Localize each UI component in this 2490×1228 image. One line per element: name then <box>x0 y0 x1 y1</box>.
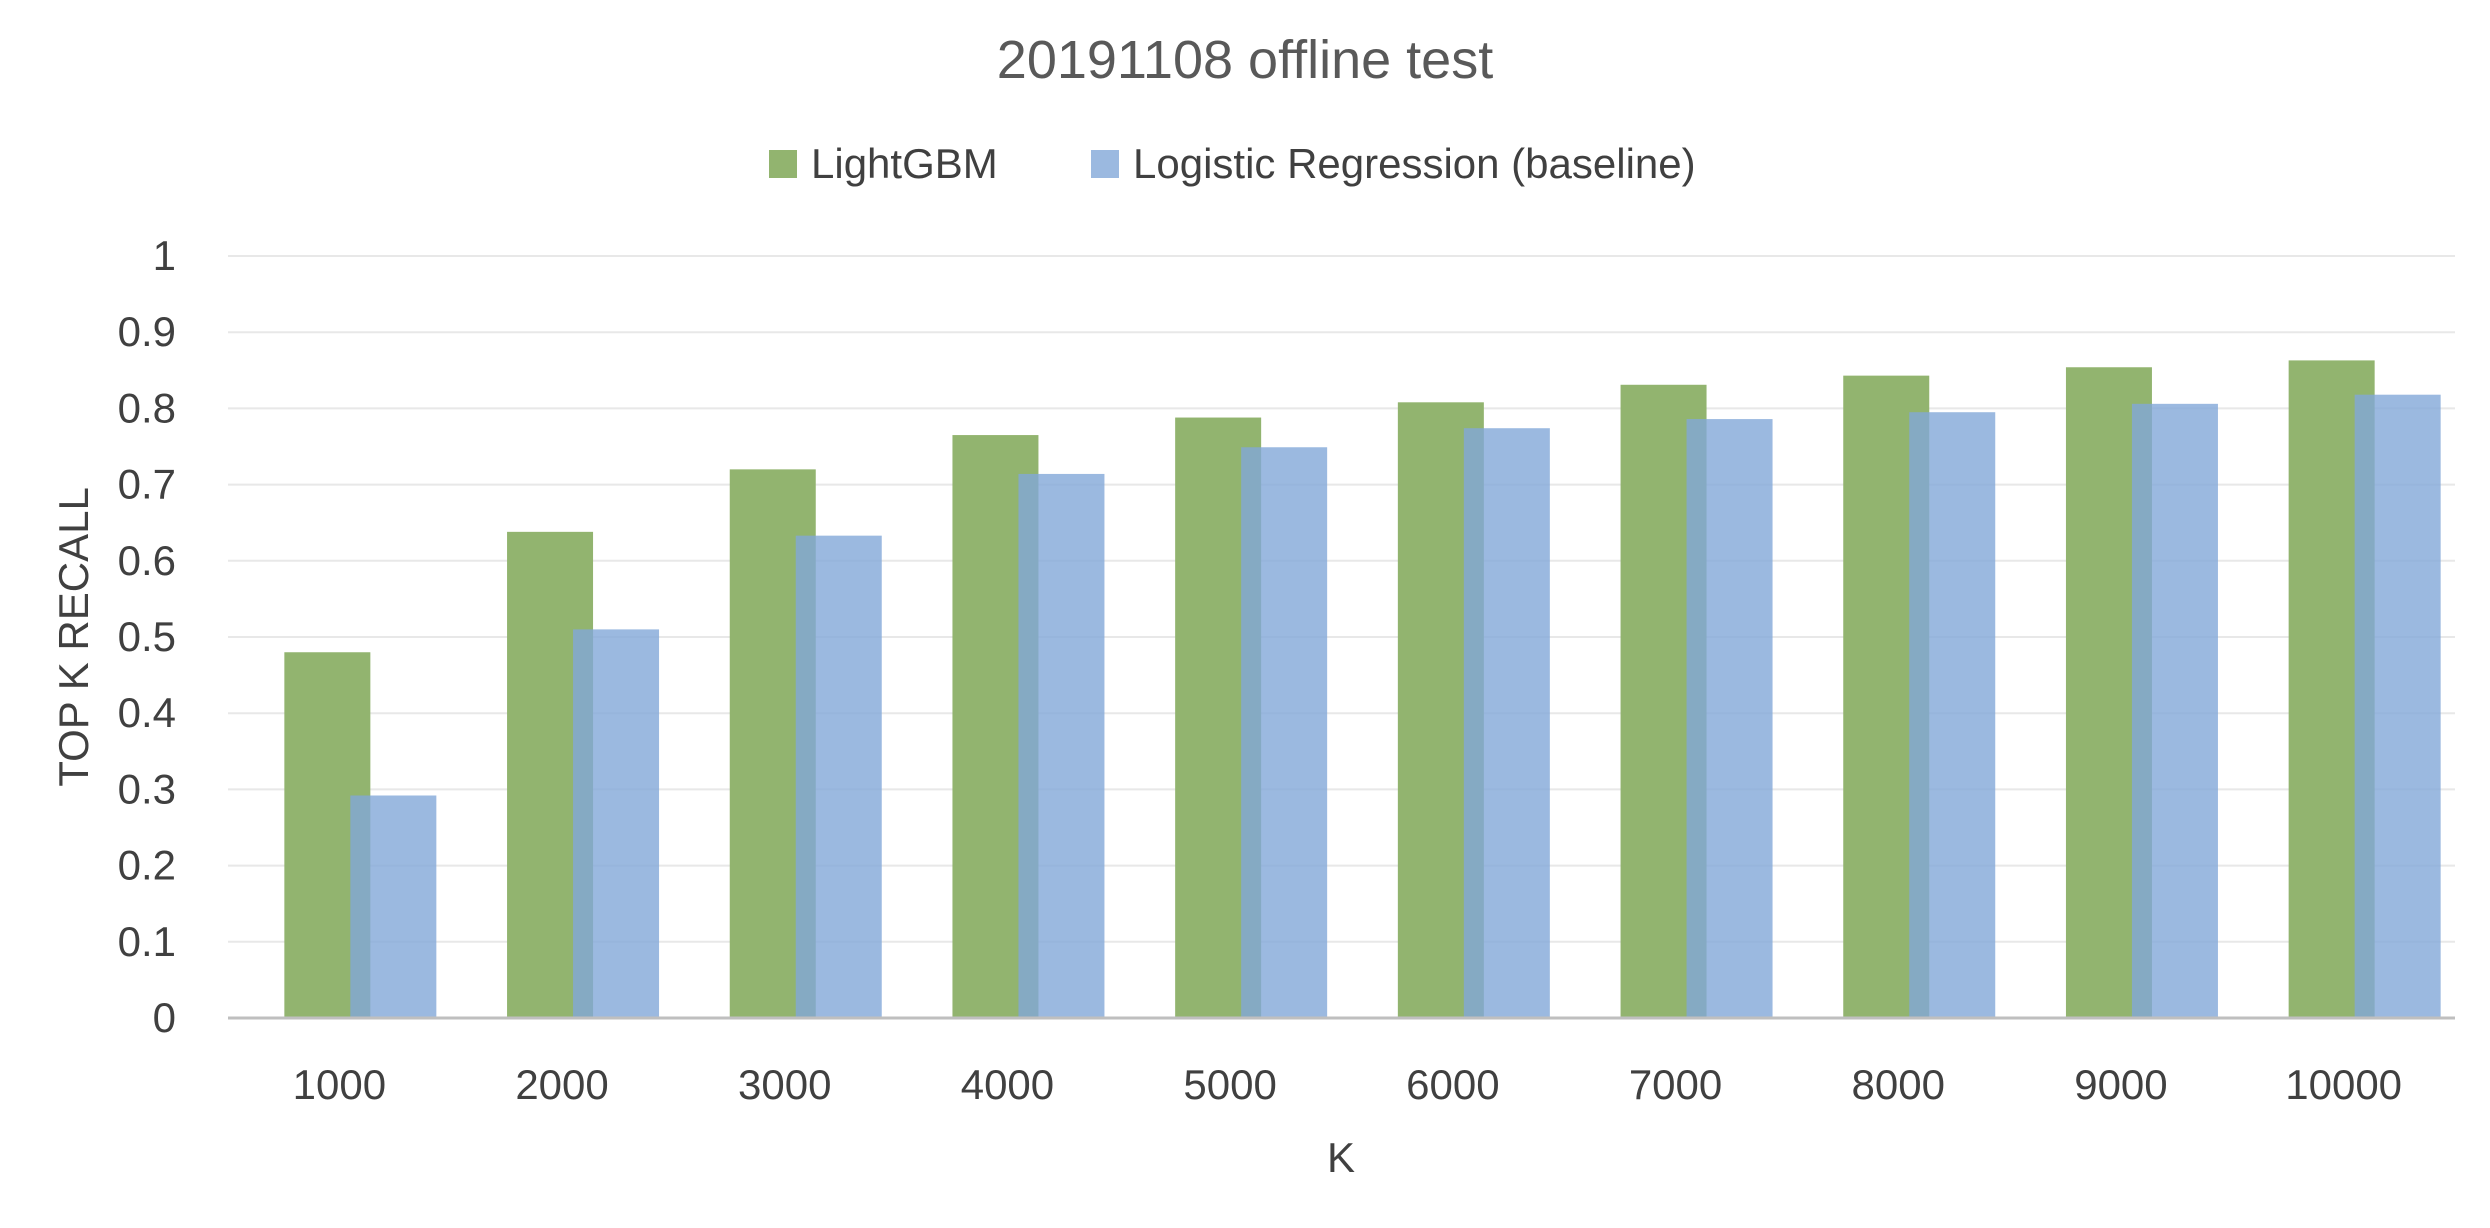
legend-item-lightgbm: LightGBM <box>769 140 998 187</box>
x-tick-label: 5000 <box>1183 1061 1276 1108</box>
bar-logistic-regression-6000 <box>1463 428 1550 1018</box>
x-axis-label: K <box>1327 1134 1355 1181</box>
x-tick-label: 2000 <box>515 1061 608 1108</box>
bar-logistic-regression-1000 <box>350 795 437 1018</box>
x-tick-label: 3000 <box>738 1061 831 1108</box>
series-logistic-regression-bars <box>350 394 2441 1019</box>
x-tick-label: 10000 <box>2285 1061 2402 1108</box>
legend-label: Logistic Regression (baseline) <box>1133 140 1696 187</box>
x-tick-label: 4000 <box>961 1061 1054 1108</box>
x-tick-label: 7000 <box>1629 1061 1722 1108</box>
bar-logistic-regression-3000 <box>795 535 882 1018</box>
y-tick-label: 0.5 <box>118 613 176 660</box>
y-tick-label: 0.8 <box>118 384 176 431</box>
y-axis-label: TOP K RECALL <box>50 487 97 787</box>
legend-swatch <box>769 150 797 178</box>
legend-item-logistic-regression: Logistic Regression (baseline) <box>1091 140 1696 187</box>
bar-logistic-regression-4000 <box>1018 473 1105 1018</box>
legend-swatch <box>1091 150 1119 178</box>
y-tick-label: 0.2 <box>118 842 176 889</box>
x-tick-label: 8000 <box>1852 1061 1945 1108</box>
chart-legend: LightGBM Logistic Regression (baseline) <box>769 140 1696 187</box>
y-tick-label: 0 <box>153 994 176 1041</box>
x-tick-label: 1000 <box>293 1061 386 1108</box>
y-tick-label: 0.7 <box>118 461 176 508</box>
x-tick-label: 6000 <box>1406 1061 1499 1108</box>
y-tick-label: 0.6 <box>118 537 176 584</box>
bar-logistic-regression-7000 <box>1686 419 1773 1018</box>
bar-logistic-regression-8000 <box>1909 412 1996 1019</box>
y-tick-label: 1 <box>153 232 176 279</box>
bar-logistic-regression-10000 <box>2354 394 2441 1019</box>
bar-logistic-regression-5000 <box>1241 447 1328 1019</box>
y-tick-label: 0.3 <box>118 765 176 812</box>
chart-title: 20191108 offline test <box>997 30 1493 90</box>
y-axis-ticks: 0 0.1 0.2 0.3 0.4 0.5 0.6 0.7 0.8 0.9 1 <box>118 232 176 1041</box>
legend-label: LightGBM <box>811 140 998 187</box>
bar-logistic-regression-2000 <box>573 629 660 1018</box>
y-tick-label: 0.1 <box>118 918 176 965</box>
x-axis-ticks: 1000 2000 3000 4000 5000 6000 7000 8000 9000 1000… <box>293 1061 2402 1108</box>
y-tick-label: 0.4 <box>118 689 176 736</box>
y-tick-label: 0.9 <box>118 308 176 355</box>
bar-logistic-regression-9000 <box>2131 403 2218 1018</box>
x-tick-label: 9000 <box>2074 1061 2167 1108</box>
